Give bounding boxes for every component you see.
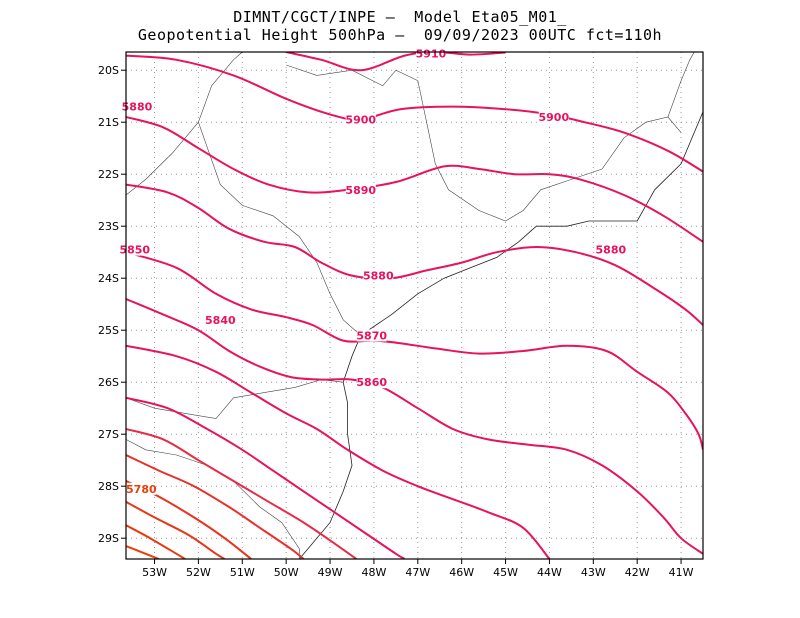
contour-label: 5890 bbox=[345, 184, 376, 197]
contour-label-bg bbox=[345, 183, 376, 196]
y-axis-ticks: 20S 21S 22S 23S 24S 25S 26S 27S 28S 29S bbox=[98, 64, 126, 545]
contour-label-bg bbox=[363, 269, 394, 282]
y-tick-label: 26S bbox=[98, 376, 119, 389]
contour-label: 5900 bbox=[345, 114, 376, 127]
y-tick-label: 25S bbox=[98, 324, 119, 337]
grid-lines bbox=[126, 52, 703, 559]
x-tick-label: 42W bbox=[625, 566, 650, 579]
contour-label-bg bbox=[119, 243, 150, 256]
contour-5790 bbox=[126, 524, 186, 559]
x-tick-label: 43W bbox=[581, 566, 606, 579]
plot-frame bbox=[125, 51, 704, 560]
contour-5860 bbox=[126, 298, 703, 555]
contour-label-bg bbox=[415, 47, 446, 60]
y-tick-label: 24S bbox=[98, 272, 119, 285]
plot-area bbox=[126, 52, 703, 559]
contour-label-bg bbox=[345, 113, 376, 126]
y-tick-label: 21S bbox=[98, 116, 119, 129]
y-tick-label: 20S bbox=[98, 64, 119, 77]
state-border bbox=[126, 379, 344, 419]
x-tick-label: 52W bbox=[186, 566, 211, 579]
contour-5780 bbox=[126, 545, 160, 559]
state-border bbox=[198, 122, 361, 336]
contour-label: 5870 bbox=[356, 329, 387, 342]
state-border bbox=[286, 64, 418, 87]
x-axis-ticks: 53W 52W 51W 50W 49W 48W 47W 46W 45W 44W 43W 42W 41W bbox=[142, 559, 694, 579]
state-border bbox=[667, 52, 695, 118]
contour-label: 5850 bbox=[119, 244, 150, 257]
x-tick-label: 47W bbox=[405, 566, 430, 579]
x-tick-label: 46W bbox=[449, 566, 474, 579]
contour-label: 5910 bbox=[416, 48, 447, 61]
title-line-1: DIMNT/CGCT/INPE – Model Eta05_M01_ bbox=[233, 8, 567, 26]
x-tick-label: 53W bbox=[142, 566, 167, 579]
contour-label: 5860 bbox=[356, 376, 387, 389]
x-tick-label: 51W bbox=[230, 566, 255, 579]
x-tick-label: 48W bbox=[361, 566, 386, 579]
contour-label: 5880 bbox=[363, 270, 394, 283]
contour-5820 bbox=[126, 454, 305, 559]
contour-5840 bbox=[126, 396, 406, 559]
contour-label: 5780 bbox=[126, 483, 157, 496]
y-tick-label: 29S bbox=[98, 532, 119, 545]
x-tick-label: 50W bbox=[274, 566, 299, 579]
contour-5880 bbox=[126, 183, 703, 326]
contour-5890 bbox=[126, 116, 703, 243]
y-tick-label: 23S bbox=[98, 220, 119, 233]
coastline-south bbox=[298, 382, 353, 559]
contour-5830 bbox=[126, 428, 357, 559]
y-tick-label: 28S bbox=[98, 480, 119, 493]
contour-label: 5880 bbox=[122, 101, 153, 114]
x-tick-label: 41W bbox=[669, 566, 694, 579]
y-tick-label: 22S bbox=[98, 168, 119, 181]
contour-5900 bbox=[126, 54, 703, 173]
contour-label-bg bbox=[356, 376, 387, 389]
contour-label-bg bbox=[595, 243, 626, 256]
contour-label-bg bbox=[538, 111, 569, 123]
x-tick-label: 44W bbox=[537, 566, 562, 579]
contour-label: 5880 bbox=[596, 244, 627, 257]
contour-label-bg bbox=[121, 100, 152, 113]
contour-labels: 5910 5900 5900 5890 5880 5880 5880 5870 5860 5850… bbox=[119, 47, 627, 496]
y-tick-label: 27S bbox=[98, 428, 119, 441]
contour-5800 bbox=[126, 500, 226, 559]
contours bbox=[126, 52, 703, 559]
x-tick-label: 45W bbox=[493, 566, 518, 579]
contour-label-bg bbox=[205, 313, 236, 326]
contour-5910 bbox=[285, 52, 506, 72]
contour-label: 5840 bbox=[205, 314, 236, 327]
contour-label: 5900 bbox=[539, 111, 570, 124]
contour-label-bg bbox=[356, 329, 387, 342]
contour-5850 bbox=[126, 344, 551, 559]
coastline-north bbox=[342, 111, 703, 383]
contour-5870 bbox=[126, 251, 703, 451]
x-tick-label: 49W bbox=[318, 566, 343, 579]
contour-label-bg bbox=[126, 482, 157, 495]
title-line-2: Geopotential Height 500hPa – 09/09/2023 … bbox=[137, 26, 663, 44]
